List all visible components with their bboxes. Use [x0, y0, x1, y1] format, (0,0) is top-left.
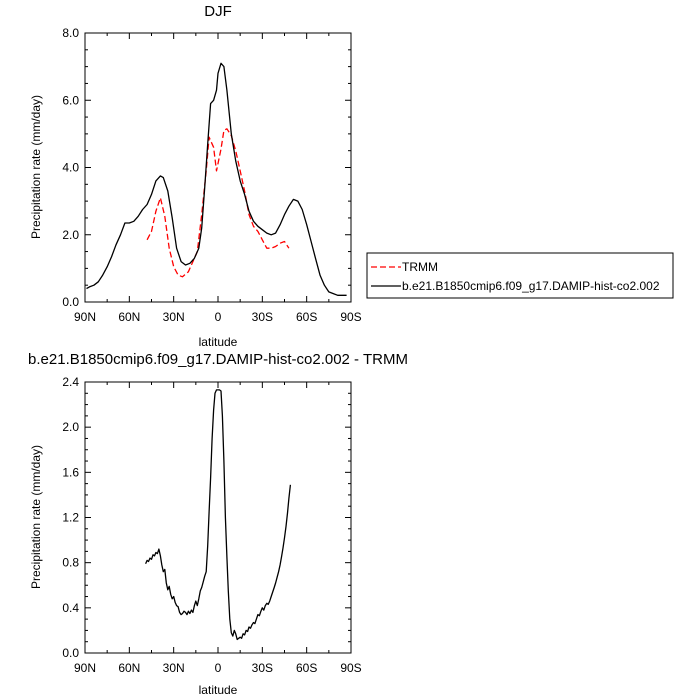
x-tick-label: 90N — [74, 661, 96, 675]
difference-panel: b.e21.B1850cmip6.f09_g17.DAMIP-hist-co2.… — [28, 351, 408, 697]
series-line-difference — [145, 389, 292, 641]
x-tick-label: 90S — [340, 310, 361, 324]
x-tick-label: 90S — [340, 661, 361, 675]
x-tick-label: 60N — [118, 661, 140, 675]
y-tick-label: 2.0 — [62, 420, 79, 434]
series-line-model — [86, 62, 347, 296]
y-axis-label: Precipitation rate (mm/day) — [29, 445, 43, 589]
y-tick-label: 0.0 — [62, 295, 79, 309]
chart-title: b.e21.B1850cmip6.f09_g17.DAMIP-hist-co2.… — [28, 351, 408, 368]
legend-label: TRMM — [402, 260, 438, 274]
legend-label: b.e21.B1850cmip6.f09_g17.DAMIP-hist-co2.… — [402, 279, 660, 293]
y-tick-label: 2.4 — [62, 375, 79, 389]
y-tick-label: 1.2 — [62, 511, 79, 525]
x-axis-label: latitude — [199, 335, 238, 349]
x-tick-label: 30S — [252, 310, 273, 324]
x-tick-label: 30S — [252, 661, 273, 675]
legend-box — [366, 252, 674, 299]
y-tick-label: 1.6 — [62, 465, 79, 479]
y-tick-label: 4.0 — [62, 161, 79, 175]
x-tick-label: 60S — [296, 310, 317, 324]
x-tick-label: 30N — [163, 661, 185, 675]
x-tick-label: 60N — [118, 310, 140, 324]
y-tick-label: 0.4 — [62, 601, 79, 615]
legend: TRMM b.e21.B1850cmip6.f09_g17.DAMIP-hist-… — [366, 252, 674, 299]
x-tick-label: 60S — [296, 661, 317, 675]
climatology-panel: DJF 90N 60N 30N 0 30S 60S 90S 0.02.04.06.08.0 … — [29, 3, 362, 349]
y-tick-label: 2.0 — [62, 228, 79, 242]
y-axis-label: Precipitation rate (mm/day) — [29, 95, 43, 239]
series-line-trmm — [146, 128, 290, 278]
y-tick-label: 0.8 — [62, 556, 79, 570]
x-tick-label: 0 — [215, 310, 222, 324]
x-tick-label: 30N — [163, 310, 185, 324]
x-tick-label: 90N — [74, 310, 96, 324]
x-tick-label: 0 — [215, 661, 222, 675]
x-axis-label: latitude — [199, 683, 238, 697]
y-tick-label: 0.0 — [62, 646, 79, 660]
y-tick-label: 8.0 — [62, 26, 79, 40]
chart-title: DJF — [204, 3, 232, 20]
plot-frame — [84, 381, 352, 654]
y-tick-label: 6.0 — [62, 93, 79, 107]
